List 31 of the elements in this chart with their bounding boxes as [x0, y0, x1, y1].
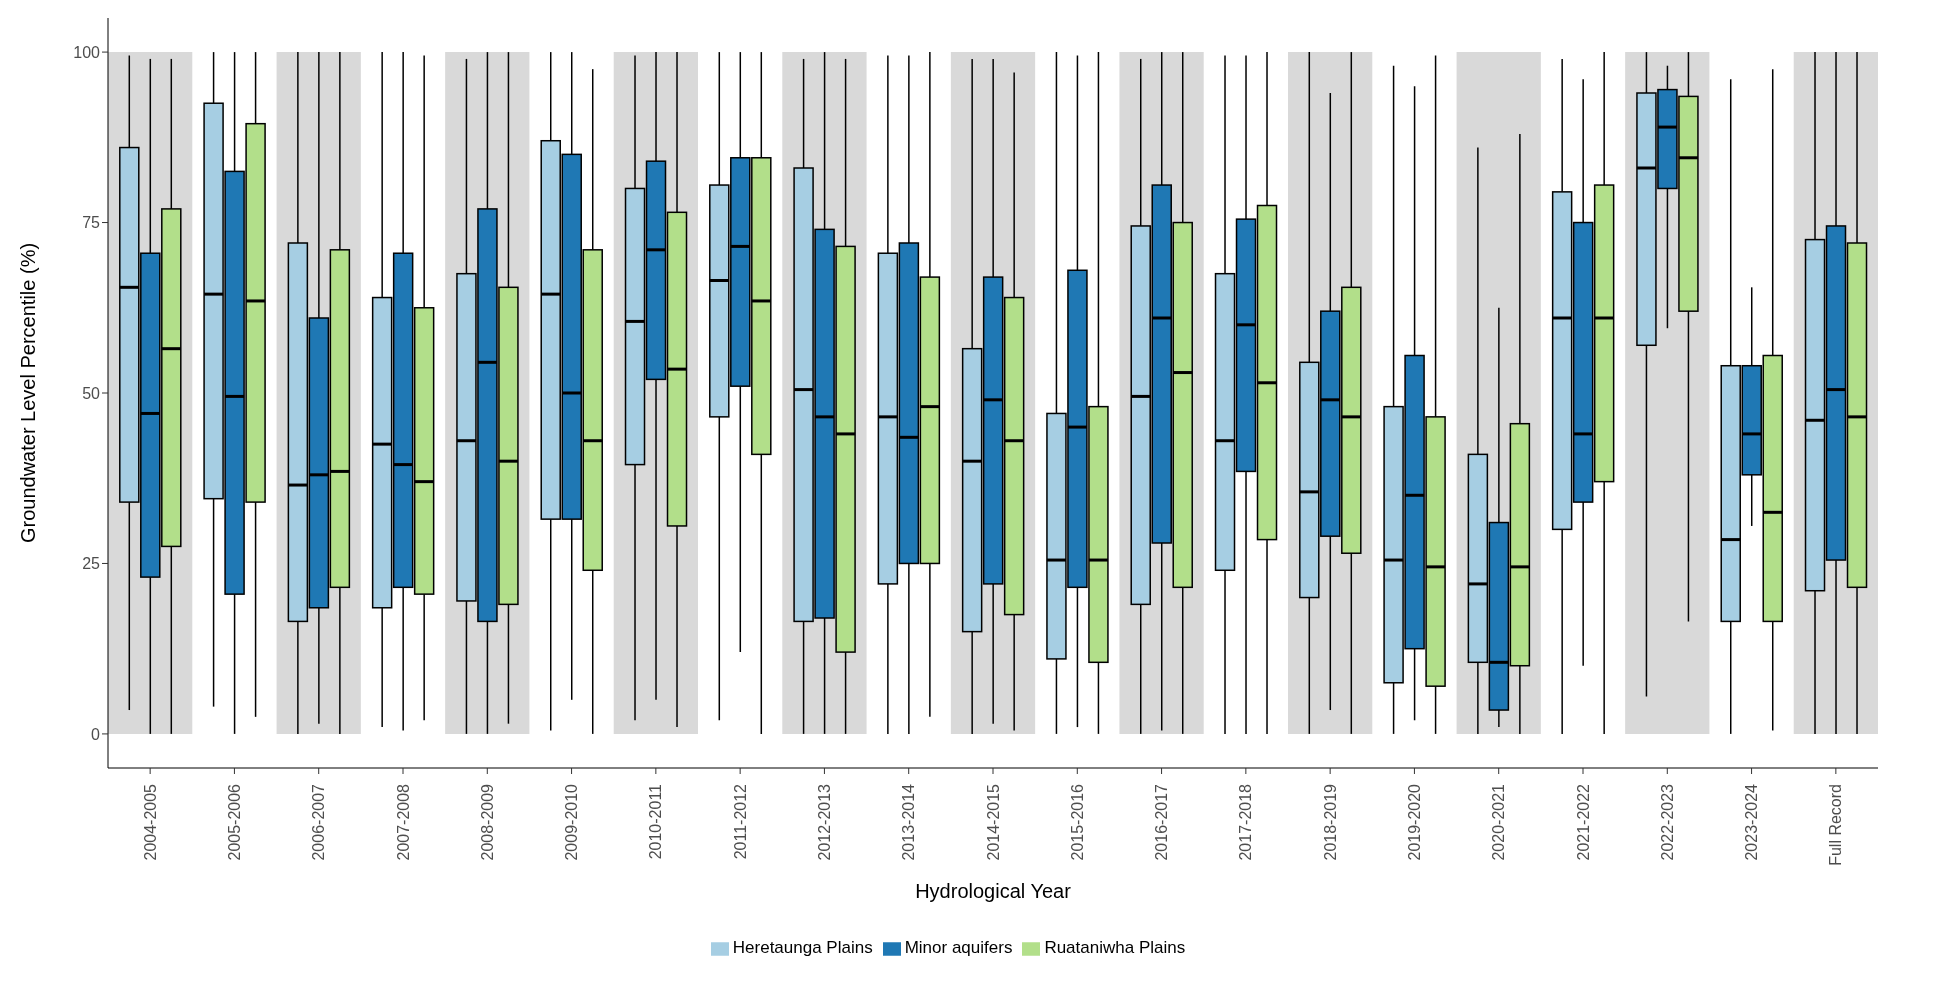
y-tick-label: 0 [91, 725, 101, 743]
x-tick-label: 2015-2016 [1068, 783, 1086, 861]
x-tick-label: 2013-2014 [900, 783, 918, 861]
x-tick-label: 2023-2024 [1743, 783, 1761, 861]
y-tick-label: 50 [82, 384, 101, 402]
x-tick-label: 2017-2018 [1237, 783, 1255, 861]
x-tick-label: 2021-2022 [1574, 783, 1592, 861]
x-tick-label: 2018-2019 [1321, 783, 1339, 861]
x-tick-label: 2010-2011 [647, 783, 665, 860]
y-tick-label: 75 [82, 214, 101, 232]
x-tick-label: 2009-2010 [563, 783, 581, 861]
x-tick-label: 2012-2013 [815, 783, 833, 861]
x-tick-label: Full Record [1827, 784, 1845, 866]
legend-label: Heretaunga Plains [732, 938, 873, 957]
x-tick-label: 2020-2021 [1490, 783, 1508, 861]
y-axis-title: Groundwater Level Percentile (%) [17, 242, 40, 544]
x-tick-label: 2004-2005 [141, 783, 159, 861]
x-tick-label: 2019-2020 [1405, 783, 1423, 861]
x-tick-label: 2016-2017 [1153, 783, 1171, 861]
y-tick-label: 25 [82, 555, 101, 573]
x-tick-label: 2014-2015 [984, 783, 1002, 861]
legend-label: Ruataniwha Plains [1044, 938, 1186, 957]
x-tick-label: 2006-2007 [310, 783, 328, 861]
y-tick-label: 100 [73, 43, 101, 61]
x-tick-label: 2011-2012 [731, 783, 749, 860]
x-tick-label: 2008-2009 [478, 783, 496, 861]
legend-label: Minor aquifers [904, 938, 1013, 957]
x-tick-label: 2007-2008 [394, 783, 412, 861]
x-axis-title: Hydrological Year [915, 880, 1072, 902]
x-tick-label: 2022-2023 [1658, 783, 1676, 861]
x-tick-label: 2005-2006 [225, 783, 243, 861]
